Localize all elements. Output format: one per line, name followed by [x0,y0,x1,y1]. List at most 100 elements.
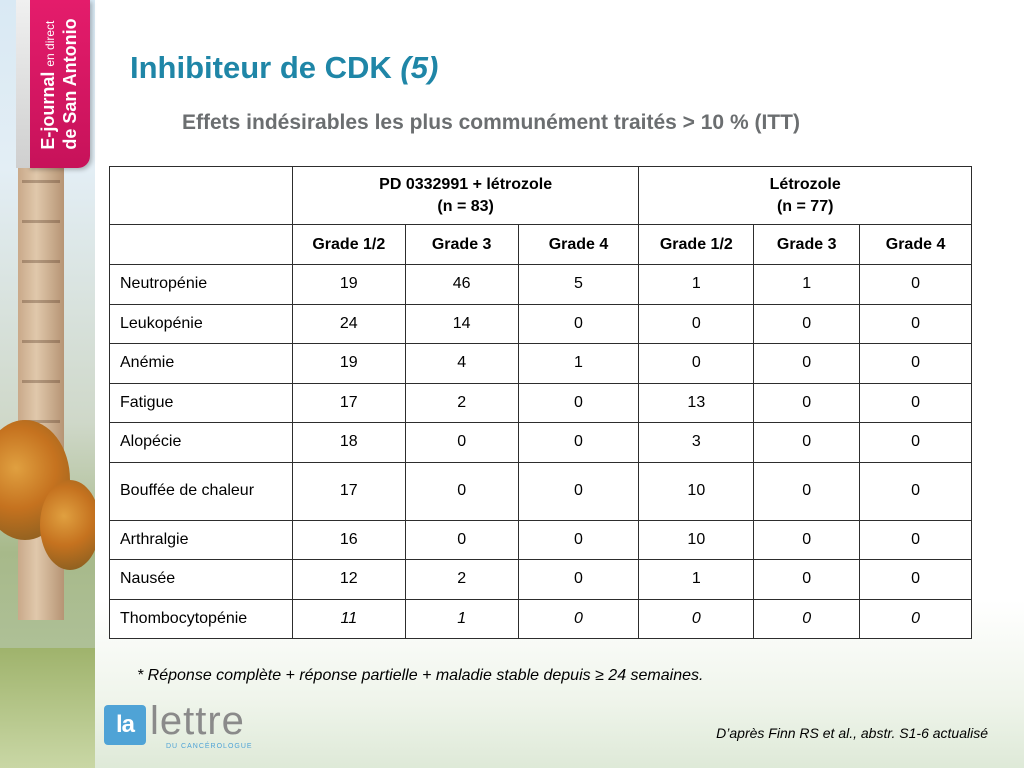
table-cell: 0 [753,559,861,600]
source-citation: D’après Finn RS et al., abstr. S1-6 actu… [716,725,988,741]
group-header-label: PD 0332991 + létrozole [379,175,553,193]
table-cell: 0 [638,303,755,344]
tree-autumn [40,480,95,570]
page-title-number: (5) [400,50,439,85]
grade-header: Grade 3 [753,224,861,265]
table-cell: 17 [291,461,406,521]
lawn [0,648,95,768]
table-cell: 13 [638,382,755,423]
group-header-n: (n = 77) [776,197,834,215]
brand-line-2: de San Antonio [60,18,80,150]
table-row: Nausée 12 2 0 1 0 0 [109,559,972,600]
ejournal-brand-ribbon: E-journal en direct de San Antonio [16,0,90,168]
row-label: Leukopénie [109,303,293,344]
table-row: Leukopénie 24 14 0 0 0 0 [109,303,972,344]
table-cell: 0 [517,461,640,521]
table-cell: 0 [753,422,861,463]
table-cell: 1 [517,343,640,384]
table-cell: 0 [517,519,640,560]
table-cell: 0 [517,422,640,463]
brand-en-direct: en direct [43,20,57,67]
logo-la-box: la [104,705,146,745]
table-row: Alopécie 18 0 0 3 0 0 [109,422,972,463]
table-blank-cell [109,224,293,265]
table-cell: 24 [291,303,406,344]
group-header-letrozole: Létrozole (n = 77) [638,166,972,225]
table-cell: 11 [291,598,406,639]
page-title-main: Inhibiteur de CDK [130,50,401,85]
row-label: Thombocytopénie [109,598,293,639]
table-cell: 0 [753,461,861,521]
table-cell: 0 [753,343,861,384]
brand-line-1: E-journal en direct [38,18,60,150]
row-label: Bouffée de chaleur [109,461,293,521]
grade-header: Grade 1/2 [291,224,406,265]
table-cell: 0 [753,303,861,344]
row-label: Neutropénie [109,264,293,305]
table-cell: 14 [404,303,519,344]
table-cell: 0 [753,519,861,560]
table-cell: 0 [859,559,972,600]
grade-header: Grade 3 [404,224,519,265]
table-cell: 0 [859,598,972,639]
table-cell: 0 [638,343,755,384]
page-subtitle: Effets indésirables les plus communément… [182,111,800,134]
page-title: Inhibiteur de CDK (5) [130,50,438,86]
table-cell: 3 [638,422,755,463]
group-header-label: Létrozole [769,175,841,193]
table-cell: 10 [638,519,755,560]
la-lettre-logo: la lettre DU CANCÉROLOGUE [104,699,274,755]
table-cell: 0 [517,303,640,344]
table-cell: 0 [859,264,972,305]
table-cell: 0 [859,382,972,423]
table-cell: 46 [404,264,519,305]
table-cell: 0 [753,598,861,639]
table-cell: 12 [291,559,406,600]
table-cell: 0 [404,422,519,463]
table-row: Fatigue 17 2 0 13 0 0 [109,382,972,423]
table-cell: 0 [859,422,972,463]
group-header-n: (n = 83) [437,197,494,215]
table-cell: 1 [753,264,861,305]
table-corner-cell [109,166,293,225]
brand-ejournal: E-journal [38,71,58,150]
table-cell: 0 [404,519,519,560]
ribbon-edge [16,0,30,168]
table-cell: 19 [291,343,406,384]
table-cell: 2 [404,382,519,423]
table-grade-header-row: Grade 1/2 Grade 3 Grade 4 Grade 1/2 Grad… [109,224,972,265]
table-cell: 0 [517,382,640,423]
grade-header: Grade 1/2 [638,224,755,265]
table-cell: 1 [638,264,755,305]
row-label: Nausée [109,559,293,600]
row-label: Arthralgie [109,519,293,560]
table-cell: 0 [517,559,640,600]
table-cell: 0 [859,461,972,521]
row-label: Alopécie [109,422,293,463]
table-cell: 0 [859,303,972,344]
table-group-header-row: PD 0332991 + létrozole (n = 83) Létrozol… [109,166,972,225]
grade-header: Grade 4 [517,224,640,265]
table-row: Bouffée de chaleur 17 0 0 10 0 0 [109,461,972,521]
logo-subtitle: DU CANCÉROLOGUE [166,743,253,750]
logo-lettre-text: lettre [150,699,245,743]
table-cell: 4 [404,343,519,384]
table-cell: 0 [753,382,861,423]
table-cell: 1 [638,559,755,600]
table-row: Neutropénie 19 46 5 1 1 0 [109,264,972,305]
table-cell: 0 [404,461,519,521]
table-cell: 18 [291,422,406,463]
group-header-pd-letrozole: PD 0332991 + létrozole (n = 83) [291,166,640,225]
table-cell: 16 [291,519,406,560]
row-label: Fatigue [109,382,293,423]
grade-header: Grade 4 [859,224,972,265]
row-label: Anémie [109,343,293,384]
table-cell: 0 [859,519,972,560]
table-cell: 0 [517,598,640,639]
table-cell: 0 [859,343,972,384]
table-cell: 0 [638,598,755,639]
table-row: Thombocytopénie 11 1 0 0 0 0 [109,598,972,639]
footnote: * Réponse complète + réponse partielle +… [137,667,704,684]
table-cell: 10 [638,461,755,521]
brand-text: E-journal en direct de San Antonio [38,18,80,149]
